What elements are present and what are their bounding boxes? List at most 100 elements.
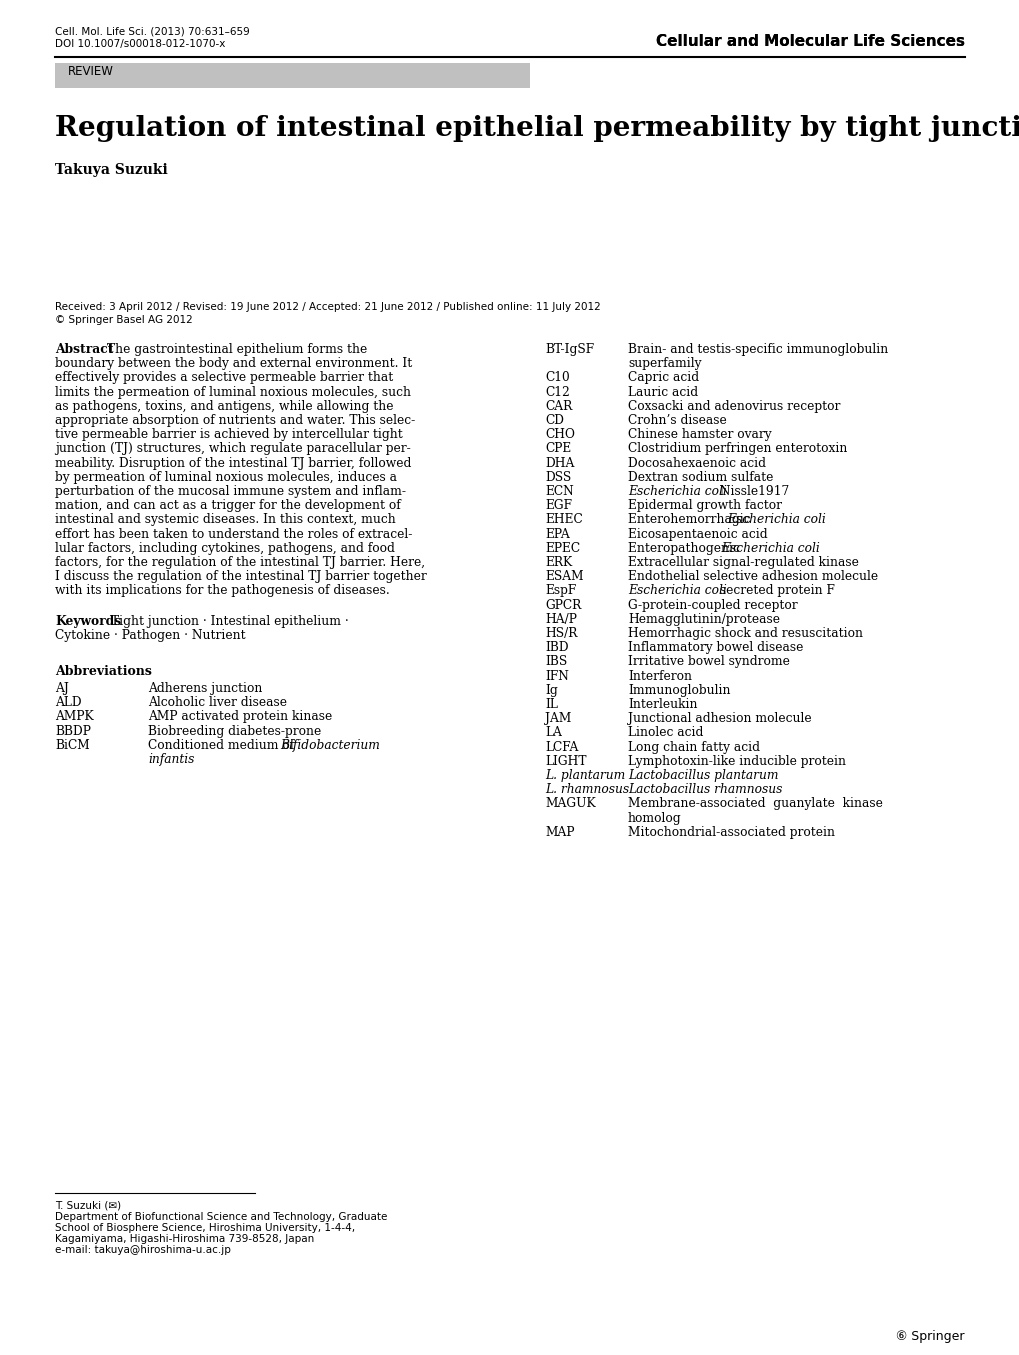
- Text: Hemorrhagic shock and resuscitation: Hemorrhagic shock and resuscitation: [628, 627, 862, 640]
- Text: Junctional adhesion molecule: Junctional adhesion molecule: [628, 713, 811, 725]
- Text: by permeation of luminal noxious molecules, induces a: by permeation of luminal noxious molecul…: [55, 470, 396, 484]
- Text: infantis: infantis: [148, 753, 195, 766]
- Text: appropriate absorption of nutrients and water. This selec-: appropriate absorption of nutrients and …: [55, 415, 415, 427]
- Text: IBS: IBS: [544, 656, 567, 668]
- Text: meability. Disruption of the intestinal TJ barrier, followed: meability. Disruption of the intestinal …: [55, 457, 411, 470]
- Text: IFN: IFN: [544, 669, 569, 683]
- Text: Endothelial selective adhesion molecule: Endothelial selective adhesion molecule: [628, 570, 877, 583]
- Text: C10: C10: [544, 371, 570, 385]
- Text: L. plantarum: L. plantarum: [544, 770, 625, 782]
- Text: homolog: homolog: [628, 812, 681, 825]
- Text: IL: IL: [544, 698, 557, 711]
- Text: HS/R: HS/R: [544, 627, 577, 640]
- Text: I discuss the regulation of the intestinal TJ barrier together: I discuss the regulation of the intestin…: [55, 570, 426, 583]
- Text: G-protein-coupled receptor: G-protein-coupled receptor: [628, 599, 797, 611]
- Text: factors, for the regulation of the intestinal TJ barrier. Here,: factors, for the regulation of the intes…: [55, 556, 425, 569]
- Bar: [55, 62, 530, 88]
- Text: with its implications for the pathogenesis of diseases.: with its implications for the pathogenes…: [55, 584, 389, 598]
- Text: EPEC: EPEC: [544, 542, 580, 554]
- Text: intestinal and systemic diseases. In this context, much: intestinal and systemic diseases. In thi…: [55, 514, 395, 526]
- Text: L. rhamnosus: L. rhamnosus: [544, 783, 629, 797]
- Text: CAR: CAR: [544, 400, 572, 413]
- Text: CPE: CPE: [544, 442, 571, 455]
- Text: Hemagglutinin/protease: Hemagglutinin/protease: [628, 612, 780, 626]
- Text: Coxsacki and adenovirus receptor: Coxsacki and adenovirus receptor: [628, 400, 840, 413]
- Text: EGF: EGF: [544, 499, 572, 512]
- Text: Cellular and Molecular Life Sciences: Cellular and Molecular Life Sciences: [655, 34, 964, 49]
- Text: Docosahexaenoic acid: Docosahexaenoic acid: [628, 457, 765, 470]
- Text: ERK: ERK: [544, 556, 572, 569]
- Text: e-mail: takuya@hiroshima-u.ac.jp: e-mail: takuya@hiroshima-u.ac.jp: [55, 1245, 230, 1255]
- Text: Takuya Suzuki: Takuya Suzuki: [55, 163, 167, 178]
- Text: Kagamiyama, Higashi-Hiroshima 739-8528, Japan: Kagamiyama, Higashi-Hiroshima 739-8528, …: [55, 1234, 314, 1244]
- Text: Extracellular signal-regulated kinase: Extracellular signal-regulated kinase: [628, 556, 858, 569]
- Text: Nissle1917: Nissle1917: [715, 485, 789, 499]
- Text: LCFA: LCFA: [544, 741, 578, 753]
- Text: AMPK: AMPK: [55, 710, 94, 724]
- Text: boundary between the body and external environment. It: boundary between the body and external e…: [55, 358, 412, 370]
- Text: effectively provides a selective permeable barrier that: effectively provides a selective permeab…: [55, 371, 393, 385]
- Text: AJ: AJ: [55, 682, 69, 695]
- Text: BT-IgSF: BT-IgSF: [544, 343, 593, 356]
- Text: DSS: DSS: [544, 470, 571, 484]
- Text: Dextran sodium sulfate: Dextran sodium sulfate: [628, 470, 772, 484]
- Text: MAGUK: MAGUK: [544, 797, 595, 810]
- Text: Lauric acid: Lauric acid: [628, 386, 697, 398]
- Text: Department of Biofunctional Science and Technology, Graduate: Department of Biofunctional Science and …: [55, 1211, 387, 1222]
- Text: Mitochondrial-associated protein: Mitochondrial-associated protein: [628, 825, 835, 839]
- Text: JAM: JAM: [544, 713, 571, 725]
- Text: Lactobacillus plantarum: Lactobacillus plantarum: [628, 770, 777, 782]
- Text: Escherichia coli: Escherichia coli: [628, 485, 726, 499]
- Text: Adherens junction: Adherens junction: [148, 682, 262, 695]
- Text: GPCR: GPCR: [544, 599, 581, 611]
- Text: Clostridium perfringen enterotoxin: Clostridium perfringen enterotoxin: [628, 442, 847, 455]
- Text: limits the permeation of luminal noxious molecules, such: limits the permeation of luminal noxious…: [55, 386, 411, 398]
- Text: Capric acid: Capric acid: [628, 371, 698, 385]
- Text: Cell. Mol. Life Sci. (2013) 70:631–659: Cell. Mol. Life Sci. (2013) 70:631–659: [55, 26, 250, 37]
- Text: Escherichia coli: Escherichia coli: [720, 542, 819, 554]
- Text: LIGHT: LIGHT: [544, 755, 586, 768]
- Text: Cellular and Molecular Life Sciences: Cellular and Molecular Life Sciences: [655, 34, 964, 49]
- Text: junction (TJ) structures, which regulate paracellular per-: junction (TJ) structures, which regulate…: [55, 442, 411, 455]
- Text: REVIEW: REVIEW: [68, 65, 114, 79]
- Text: Irritative bowel syndrome: Irritative bowel syndrome: [628, 656, 789, 668]
- Text: CHO: CHO: [544, 428, 575, 442]
- Text: Regulation of intestinal epithelial permeability by tight junctions: Regulation of intestinal epithelial perm…: [55, 115, 1019, 142]
- Text: Alcoholic liver disease: Alcoholic liver disease: [148, 696, 286, 709]
- Text: Crohn’s disease: Crohn’s disease: [628, 415, 726, 427]
- Text: Abbreviations: Abbreviations: [55, 665, 152, 678]
- Text: Ig: Ig: [544, 684, 557, 696]
- Text: lular factors, including cytokines, pathogens, and food: lular factors, including cytokines, path…: [55, 542, 394, 554]
- Text: Inflammatory bowel disease: Inflammatory bowel disease: [628, 641, 803, 654]
- Text: HA/P: HA/P: [544, 612, 577, 626]
- Text: BiCM: BiCM: [55, 738, 90, 752]
- Text: Epidermal growth factor: Epidermal growth factor: [628, 499, 782, 512]
- Text: ESAM: ESAM: [544, 570, 583, 583]
- Text: Enteropathogenic: Enteropathogenic: [628, 542, 743, 554]
- Text: Interferon: Interferon: [628, 669, 691, 683]
- Text: Membrane-associated  guanylate  kinase: Membrane-associated guanylate kinase: [628, 797, 882, 810]
- Text: AMP activated protein kinase: AMP activated protein kinase: [148, 710, 332, 724]
- Text: Received: 3 April 2012 / Revised: 19 June 2012 / Accepted: 21 June 2012 / Publis: Received: 3 April 2012 / Revised: 19 Jun…: [55, 302, 600, 312]
- Text: EspF: EspF: [544, 584, 576, 598]
- Text: C12: C12: [544, 386, 570, 398]
- Text: mation, and can act as a trigger for the development of: mation, and can act as a trigger for the…: [55, 499, 400, 512]
- Text: DHA: DHA: [544, 457, 574, 470]
- Text: ECN: ECN: [544, 485, 573, 499]
- Text: perturbation of the mucosal immune system and inflam-: perturbation of the mucosal immune syste…: [55, 485, 406, 499]
- Text: © Springer Basel AG 2012: © Springer Basel AG 2012: [55, 314, 193, 325]
- Text: Biobreeding diabetes-prone: Biobreeding diabetes-prone: [148, 725, 321, 737]
- Text: EHEC: EHEC: [544, 514, 582, 526]
- Text: DOI 10.1007/s00018-012-1070-x: DOI 10.1007/s00018-012-1070-x: [55, 39, 225, 49]
- Text: LA: LA: [544, 726, 561, 740]
- Text: Keywords: Keywords: [55, 615, 121, 627]
- Text: superfamily: superfamily: [628, 358, 701, 370]
- Text: IBD: IBD: [544, 641, 568, 654]
- Text: Bifidobacterium: Bifidobacterium: [280, 738, 379, 752]
- Text: Lymphotoxin-like inducible protein: Lymphotoxin-like inducible protein: [628, 755, 845, 768]
- Text: Enterohemorrhagic: Enterohemorrhagic: [628, 514, 754, 526]
- Text: Long chain fatty acid: Long chain fatty acid: [628, 741, 759, 753]
- Text: The gastrointestinal epithelium forms the: The gastrointestinal epithelium forms th…: [107, 343, 367, 356]
- Text: Escherichia coli: Escherichia coli: [628, 584, 726, 598]
- Text: tive permeable barrier is achieved by intercellular tight: tive permeable barrier is achieved by in…: [55, 428, 403, 442]
